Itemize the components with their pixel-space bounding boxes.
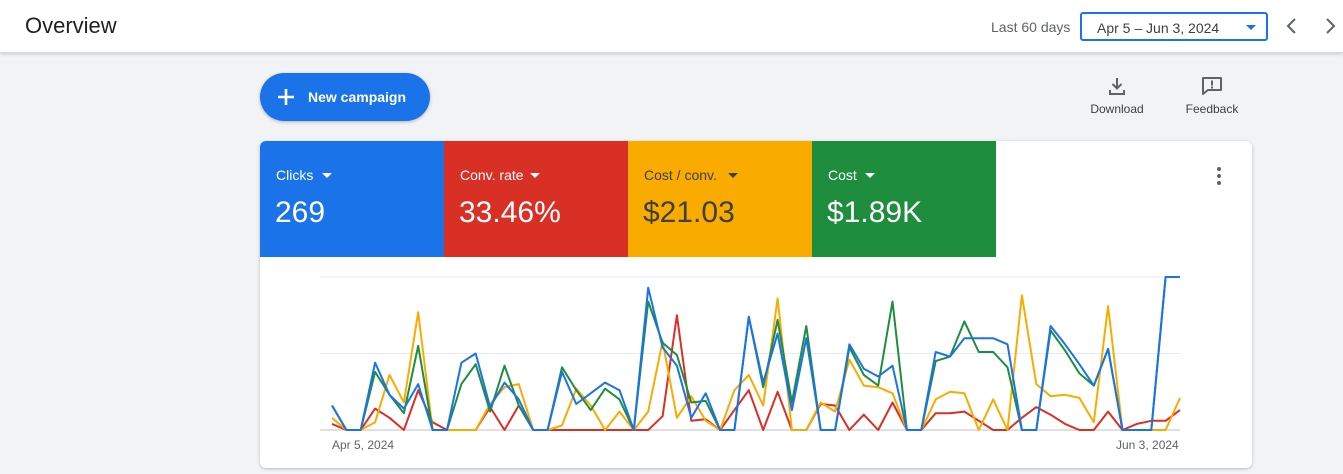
metric-cost[interactable]: Cost $1.89K [812,141,996,257]
metric-dropdown-icon [322,173,332,178]
x-axis-end-label: Jun 3, 2024 [1116,438,1179,452]
download-button[interactable]: Download [1082,76,1152,116]
metric-clicks-value: 269 [275,196,326,229]
date-range-label: Last 60 days [991,19,1071,35]
plus-icon [278,89,294,105]
chevron-left-icon [1286,18,1296,34]
x-axis-start-label: Apr 5, 2024 [332,438,395,452]
top-bar: Overview Last 60 days Apr 5 – Jun 3, 202… [0,0,1343,53]
metric-cost-value: $1.89K [827,196,923,229]
more-options-button[interactable] [1210,167,1228,187]
metric-conv-rate[interactable]: Conv. rate 33.46% [444,141,628,257]
new-campaign-label: New campaign [308,89,407,105]
more-vert-icon [1217,167,1221,171]
next-period-button[interactable] [1318,14,1342,38]
metric-cost-per-conv-value: $21.03 [643,196,735,229]
metric-cost-per-conv-label: Cost / conv. [644,167,717,183]
series-line-clicks [331,276,1180,431]
metric-cost-label: Cost [828,167,857,183]
performance-line-chart [320,276,1181,431]
download-label: Download [1090,102,1144,116]
dropdown-arrow-icon [1246,25,1256,30]
metric-clicks[interactable]: Clicks 269 [260,141,444,257]
download-icon [1109,78,1125,95]
date-range-dropdown[interactable]: Apr 5 – Jun 3, 2024 [1080,12,1268,41]
feedback-icon [1202,77,1222,95]
new-campaign-button[interactable]: New campaign [260,73,430,121]
performance-card: Clicks 269 Conv. rate 33.46% Cost / conv… [260,141,1252,468]
feedback-label: Feedback [1185,102,1239,116]
metric-dropdown-icon [865,173,875,178]
metric-conv-rate-value: 33.46% [459,196,561,229]
feedback-button[interactable]: Feedback [1177,76,1247,116]
metric-conv-rate-label: Conv. rate [460,167,524,183]
metric-dropdown-icon [530,173,540,178]
metric-cost-per-conv[interactable]: Cost / conv. $21.03 [628,141,812,257]
metric-dropdown-icon [728,173,738,178]
chevron-right-icon [1326,18,1336,34]
date-range-value: Apr 5 – Jun 3, 2024 [1097,20,1220,36]
page-title: Overview [25,13,117,38]
metric-clicks-label: Clicks [276,167,314,183]
previous-period-button[interactable] [1280,14,1304,38]
series-line-cost_per_conv [331,294,1181,431]
